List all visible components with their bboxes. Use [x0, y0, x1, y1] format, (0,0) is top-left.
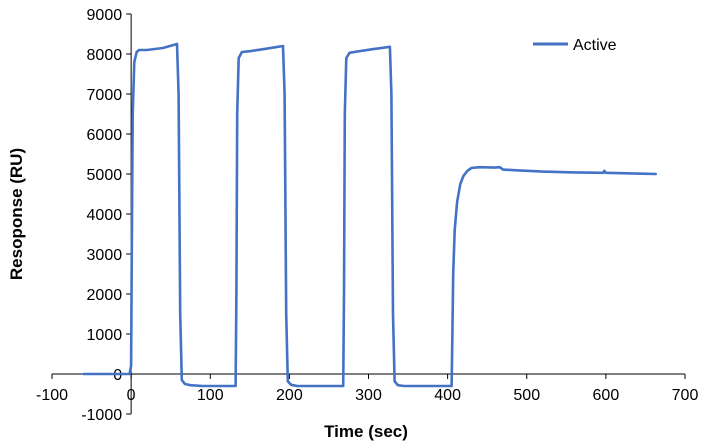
- x-tick-label: 100: [197, 387, 224, 404]
- y-tick-label: 7000: [87, 87, 123, 104]
- legend-label: Active: [573, 37, 617, 54]
- x-tick-label: -100: [36, 387, 68, 404]
- x-tick-label: 400: [434, 387, 461, 404]
- x-tick-label: 300: [355, 387, 382, 404]
- y-tick-label: 0: [113, 367, 122, 384]
- y-tick-label: 6000: [87, 127, 123, 144]
- y-tick-label: 4000: [87, 207, 123, 224]
- y-tick-label: 9000: [87, 7, 123, 24]
- y-tick-label: 3000: [87, 247, 123, 264]
- x-tick-label: 200: [276, 387, 303, 404]
- x-axis-title: Time (sec): [324, 422, 408, 441]
- x-tick-label: 700: [672, 387, 699, 404]
- series-layer: [82, 42, 658, 388]
- y-axis: -1000 0 1000 2000 3000 4000 5000 6000 7000 8000 90…: [81, 7, 132, 424]
- series-line-active: [82, 42, 658, 388]
- y-tick-label: -1000: [81, 407, 122, 424]
- x-tick-label: 600: [593, 387, 620, 404]
- y-axis-title: Resoponse (RU): [7, 148, 26, 280]
- y-tick-label: 5000: [87, 167, 123, 184]
- y-tick-label: 8000: [87, 47, 123, 64]
- x-tick-label: 500: [513, 387, 540, 404]
- y-tick-label: 1000: [87, 327, 123, 344]
- x-axis: -100 0 100 200 300 400 500 600 700: [36, 373, 699, 404]
- y-tick-label: 2000: [87, 287, 123, 304]
- legend: Active: [533, 37, 617, 54]
